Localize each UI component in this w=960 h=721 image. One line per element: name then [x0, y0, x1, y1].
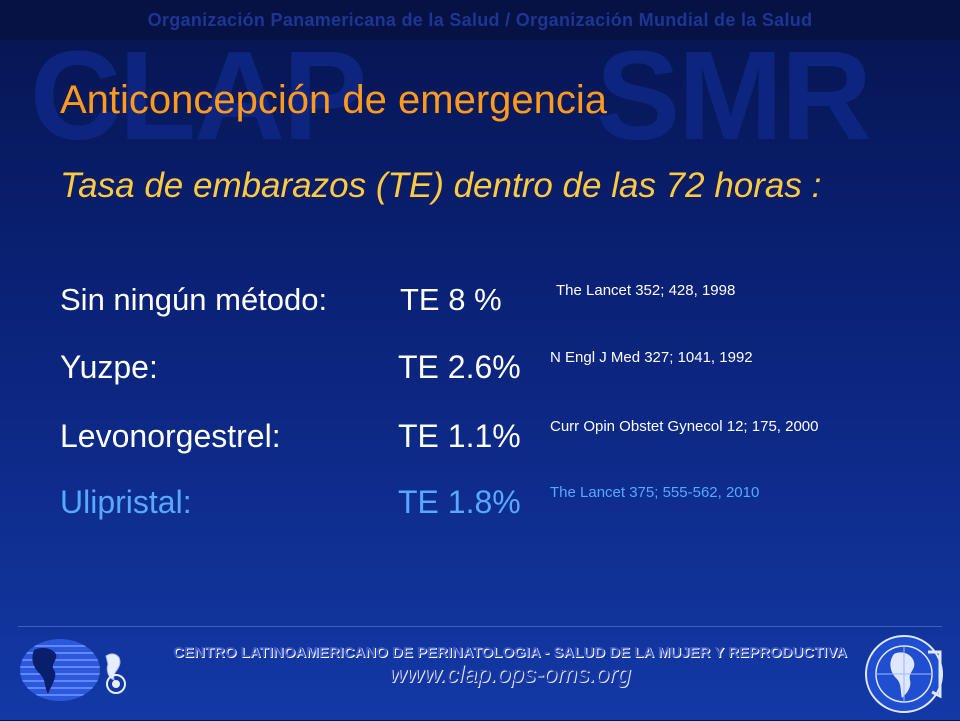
rate-reference: The Lancet 352; 428, 1998 [556, 282, 736, 299]
rate-row-yuzpe: Yuzpe: TE 2.6% N Engl J Med 327; 1041, 1… [60, 349, 920, 393]
rate-label: Ulipristal: [60, 484, 192, 520]
watermark-smr: SMR [596, 25, 872, 166]
rate-label: Levonorgestrel: [60, 418, 281, 454]
footer-organization: CENTRO LATINOAMERICANO DE PERINATOLOGIA … [173, 644, 847, 661]
rate-row-levonorgestrel: Levonorgestrel: TE 1.1% Curr Opin Obstet… [60, 418, 920, 462]
rate-value: TE 8 % [400, 282, 502, 317]
slide-title: Anticoncepción de emergencia [60, 78, 608, 122]
rate-reference: Curr Opin Obstet Gynecol 12; 175, 2000 [550, 418, 819, 435]
rate-value: TE 1.8% [398, 484, 521, 520]
rate-value: TE 2.6% [398, 349, 521, 385]
top-banner: Organización Panamericana de la Salud / … [0, 0, 960, 40]
watermark-clap: CLAP [30, 25, 367, 166]
clap-globe-logo-icon [16, 636, 136, 709]
rate-reference: The Lancet 375; 555-562, 2010 [550, 484, 760, 501]
rate-label: Yuzpe: [60, 349, 158, 385]
ops-seal-logo-icon [862, 632, 946, 721]
rate-row-ulipristal: Ulipristal: TE 1.8% The Lancet 375; 555-… [60, 484, 920, 528]
footer-url-link[interactable]: www.clap.ops-oms.org [389, 661, 631, 688]
rate-reference: N Engl J Med 327; 1041, 1992 [550, 349, 753, 366]
footer-divider [18, 626, 942, 627]
slide-subtitle: Tasa de embarazos (TE) dentro de las 72 … [60, 166, 822, 205]
rate-label: Sin ningún método: [60, 282, 328, 317]
rate-value: TE 1.1% [398, 418, 521, 454]
banner-text: Organización Panamericana de la Salud / … [147, 9, 813, 30]
rate-row-none: Sin ningún método: TE 8 % The Lancet 352… [60, 282, 920, 326]
footer: CENTRO LATINOAMERICANO DE PERINATOLOGIA … [130, 644, 890, 689]
